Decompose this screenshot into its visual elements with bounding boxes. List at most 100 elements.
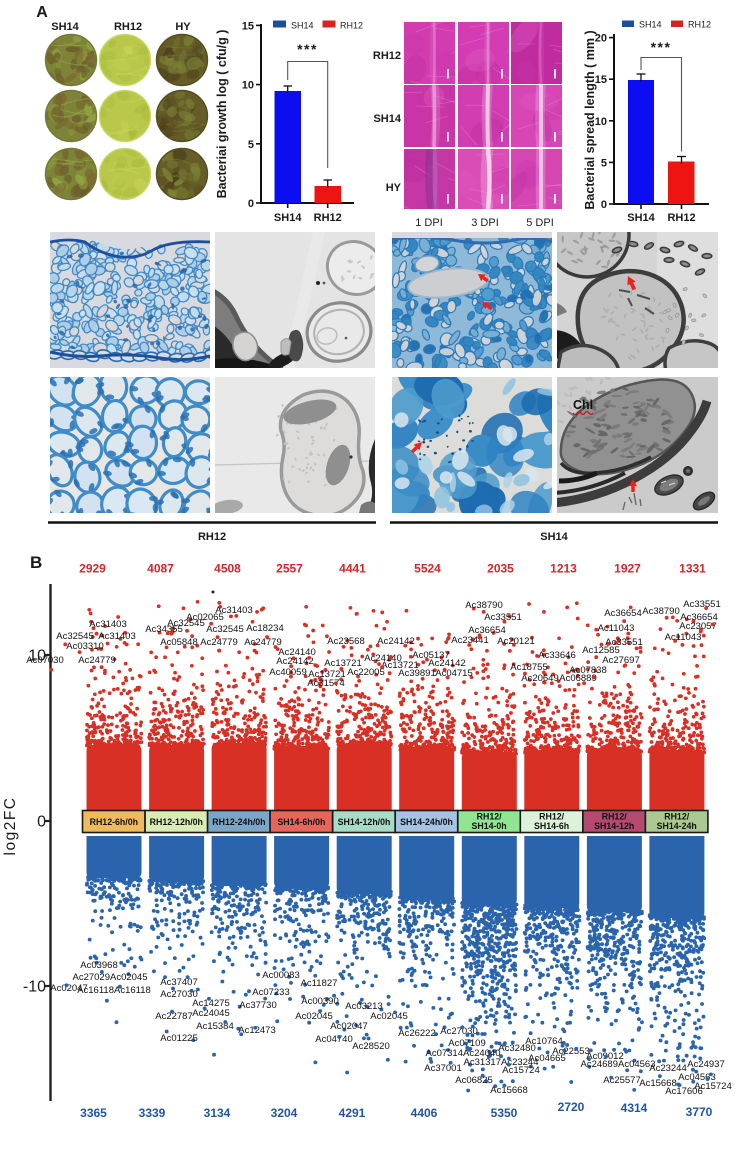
svg-text:Ac02047: Ac02047 — [330, 1021, 368, 1032]
svg-text:RH12-24h/0h: RH12-24h/0h — [212, 817, 265, 827]
svg-text:1213: 1213 — [550, 562, 577, 576]
svg-text:Ac04740: Ac04740 — [315, 1034, 353, 1045]
svg-text:SH14: SH14 — [51, 21, 79, 33]
svg-text:Ac32545: Ac32545 — [206, 624, 244, 635]
svg-text:Ac15724: Ac15724 — [694, 1081, 732, 1092]
svg-text:SH14: SH14 — [373, 113, 401, 125]
svg-text:Ac13721: Ac13721 — [308, 669, 346, 680]
svg-text:10: 10 — [242, 80, 254, 92]
svg-text:Ac15384: Ac15384 — [196, 1021, 234, 1032]
svg-text:Ac27030: Ac27030 — [160, 989, 198, 1000]
svg-text:RH12/: RH12/ — [539, 812, 564, 822]
svg-text:Ac31574: Ac31574 — [307, 678, 345, 689]
svg-text:1331: 1331 — [679, 562, 706, 576]
svg-text:Ac04665: Ac04665 — [528, 1053, 566, 1064]
svg-text:2557: 2557 — [276, 562, 303, 576]
svg-text:SH14-6h/0h: SH14-6h/0h — [277, 817, 325, 827]
svg-text:Ac32480: Ac32480 — [498, 1043, 536, 1054]
svg-text:Ac38790: Ac38790 — [642, 606, 680, 617]
svg-text:RH12/: RH12/ — [664, 812, 689, 822]
svg-text:RH12-12h/0h: RH12-12h/0h — [150, 817, 203, 827]
svg-text:RH12-6h/0h: RH12-6h/0h — [90, 817, 138, 827]
svg-text:Ac32545: Ac32545 — [167, 618, 205, 629]
svg-text:Ac33551: Ac33551 — [605, 637, 643, 648]
svg-text:Ac04563: Ac04563 — [678, 1072, 716, 1083]
svg-text:Ac11043: Ac11043 — [598, 623, 635, 634]
svg-text:RH12: RH12 — [667, 212, 695, 224]
svg-text:Ac24779: Ac24779 — [244, 637, 282, 648]
svg-text:3 DPI: 3 DPI — [471, 217, 499, 229]
svg-text:3134: 3134 — [204, 1106, 231, 1120]
svg-text:Ac33646: Ac33646 — [538, 650, 576, 661]
svg-text:B: B — [30, 553, 42, 572]
svg-text:Ac03968: Ac03968 — [80, 960, 118, 971]
svg-text:3365: 3365 — [80, 1106, 107, 1120]
svg-text:Ac03213: Ac03213 — [345, 1001, 383, 1012]
svg-text:Ac16118Ac16118: Ac16118Ac16118 — [77, 985, 151, 996]
svg-text:Ac36654: Ac36654 — [680, 612, 718, 623]
svg-text:Ac33551: Ac33551 — [484, 612, 522, 623]
svg-text:Ac31403: Ac31403 — [89, 619, 127, 630]
svg-text:Ac24689Ac04563: Ac24689Ac04563 — [580, 1059, 655, 1070]
svg-text:0: 0 — [601, 199, 607, 211]
svg-text:4508: 4508 — [214, 562, 241, 576]
svg-text:Ac11827: Ac11827 — [301, 978, 338, 989]
svg-text:SH14: SH14 — [274, 212, 302, 224]
svg-text:Ac38790: Ac38790 — [465, 600, 503, 611]
svg-text:Ac02045: Ac02045 — [295, 1011, 333, 1022]
svg-text:0: 0 — [37, 814, 46, 831]
svg-text:Ac32545: Ac32545 — [56, 631, 94, 642]
svg-text:4406: 4406 — [411, 1106, 438, 1120]
svg-text:Ac24140: Ac24140 — [278, 647, 316, 658]
svg-text:3770: 3770 — [686, 1105, 713, 1119]
svg-text:HY: HY — [386, 182, 402, 194]
svg-text:15: 15 — [242, 20, 254, 32]
svg-text:Ac18755: Ac18755 — [510, 662, 548, 673]
svg-text:Ac27029Ac02045: Ac27029Ac02045 — [72, 972, 147, 983]
svg-text:Ac07838: Ac07838 — [569, 665, 607, 676]
svg-text:SH14-24h/0h: SH14-24h/0h — [400, 817, 453, 827]
svg-text:RH12: RH12 — [114, 21, 142, 33]
svg-text:SH14: SH14 — [540, 531, 568, 543]
svg-text:Ac27697: Ac27697 — [602, 655, 640, 666]
svg-text:Ac23244: Ac23244 — [649, 1063, 687, 1074]
svg-text:Ac39891: Ac39891 — [398, 668, 436, 679]
svg-text:RH12/: RH12/ — [602, 812, 627, 822]
svg-text:-10: -10 — [23, 979, 46, 996]
svg-text:10: 10 — [595, 116, 607, 128]
svg-text:Ac24045: Ac24045 — [192, 1008, 230, 1019]
svg-text:15: 15 — [595, 74, 607, 86]
svg-text:Ac23441: Ac23441 — [451, 635, 489, 646]
svg-text:Ac12473: Ac12473 — [238, 1025, 276, 1036]
svg-text:Ac22005: Ac22005 — [347, 667, 385, 678]
svg-text:SH14: SH14 — [291, 21, 314, 31]
svg-text:Ac24779: Ac24779 — [200, 637, 238, 648]
svg-text:Ac24142: Ac24142 — [428, 658, 466, 669]
svg-text:Bacteriai growth log ( cfu/g ): Bacteriai growth log ( cfu/g ) — [215, 30, 229, 199]
svg-text:Ac04715: Ac04715 — [435, 668, 473, 679]
svg-text:RH12: RH12 — [198, 531, 226, 543]
svg-text:Ac25577: Ac25577 — [603, 1075, 641, 1086]
svg-text:Ac24142: Ac24142 — [377, 636, 415, 647]
svg-text:Ac36654: Ac36654 — [604, 608, 642, 619]
svg-text:Ac23057: Ac23057 — [679, 621, 717, 632]
svg-text:Ac22787: Ac22787 — [155, 1011, 193, 1022]
svg-text:Ac24937: Ac24937 — [687, 1059, 725, 1070]
svg-text:Ac23568: Ac23568 — [327, 636, 365, 647]
svg-text:10: 10 — [28, 648, 46, 665]
svg-text:Ac02065: Ac02065 — [186, 612, 224, 623]
svg-text:SH14-24h: SH14-24h — [657, 821, 697, 831]
svg-text:1927: 1927 — [614, 562, 641, 576]
svg-text:SH14: SH14 — [639, 20, 662, 30]
svg-text:4441: 4441 — [339, 562, 366, 576]
svg-text:3204: 3204 — [271, 1106, 298, 1120]
svg-text:4314: 4314 — [621, 1101, 648, 1115]
svg-text:Ac15668: Ac15668 — [490, 1085, 528, 1096]
svg-text:log2FC: log2FC — [2, 797, 19, 856]
svg-text:Ac24142: Ac24142 — [276, 656, 314, 667]
svg-text:Ac00390: Ac00390 — [301, 996, 339, 1007]
svg-text:Ac20121: Ac20121 — [497, 636, 535, 647]
svg-text:SH14-0h: SH14-0h — [471, 821, 506, 831]
svg-text:Chl: Chl — [573, 398, 593, 412]
svg-text:Ac07030: Ac07030 — [26, 655, 64, 666]
